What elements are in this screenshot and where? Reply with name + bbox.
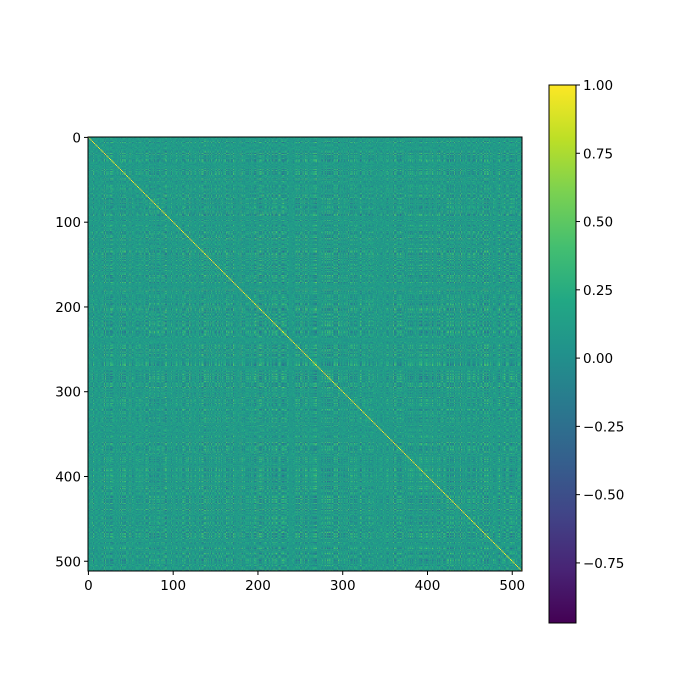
y-tick-label: 0 xyxy=(72,130,81,146)
heatmap-axes: 0 100 200 300 400 500 0 100 200 300 400 500 xyxy=(55,130,525,594)
colorbar-tick-label: −0.50 xyxy=(583,488,624,504)
colorbar-tick-label: −0.75 xyxy=(583,556,624,572)
x-tick-label: 500 xyxy=(499,578,525,594)
y-tick-label: 200 xyxy=(55,300,81,316)
colorbar-frame xyxy=(548,84,577,624)
colorbar-tick-label: 0.75 xyxy=(583,146,613,162)
y-axis: 0 100 200 300 400 500 xyxy=(55,130,88,570)
correlation-heatmap xyxy=(88,137,522,571)
y-tick-label: 300 xyxy=(55,385,81,401)
heatmap-frame xyxy=(87,136,523,572)
colorbar-tick-label: 0.00 xyxy=(583,351,613,367)
x-tick-label: 200 xyxy=(245,578,271,594)
x-tick-label: 300 xyxy=(330,578,356,594)
colorbar-gradient xyxy=(549,85,576,623)
y-tick-label: 500 xyxy=(55,554,81,570)
colorbar-tick-label: −0.25 xyxy=(583,419,624,435)
colorbar-tick-label: 0.25 xyxy=(583,283,613,299)
x-tick-label: 0 xyxy=(84,578,93,594)
colorbar-axis: 1.00 0.75 0.50 0.25 0.00 −0.25 −0.50 −0.75 xyxy=(576,78,624,572)
colorbar-tick-label: 1.00 xyxy=(583,78,613,94)
x-tick-label: 400 xyxy=(415,578,441,594)
colorbar: 1.00 0.75 0.50 0.25 0.00 −0.25 −0.50 −0.75 xyxy=(548,78,624,624)
colorbar-tick-label: 0.50 xyxy=(583,215,613,231)
x-tick-label: 100 xyxy=(160,578,186,594)
y-tick-label: 400 xyxy=(55,469,81,485)
y-tick-label: 100 xyxy=(55,215,81,231)
x-axis: 0 100 200 300 400 500 xyxy=(84,571,525,594)
